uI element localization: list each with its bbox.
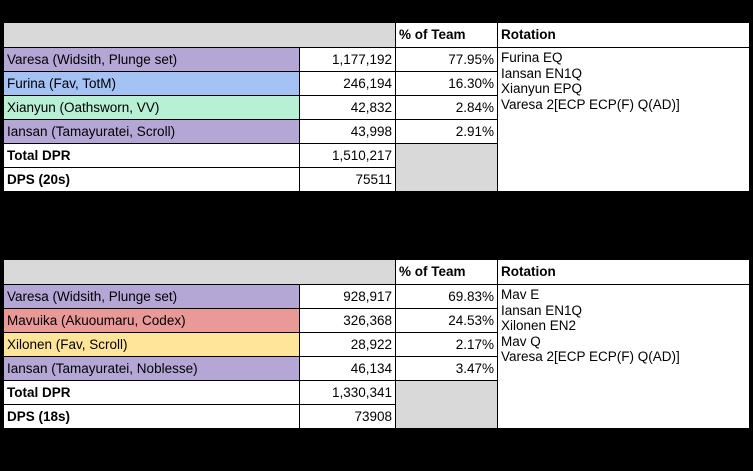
character-dpr: 28,922 <box>299 332 396 357</box>
character-dpr: 1,177,192 <box>299 47 396 72</box>
character-row: Iansan (Tamayuratei, Noblesse) 46,134 3.… <box>3 356 750 381</box>
rotation-step: Furina EQ <box>501 50 563 65</box>
dps-row: DPS (20s) 75511 <box>3 167 750 192</box>
dps-value: 75511 <box>299 167 396 192</box>
dps-row: DPS (18s) 73908 <box>3 404 750 429</box>
character-row: Furina (Fav, TotM) 246,194 16.30% <box>3 71 750 96</box>
character-dpr: 928,917 <box>299 284 396 309</box>
rotation-step: Iansan EN1Q <box>501 302 583 318</box>
character-row: Xianyun (Oathsworn, VV) 42,832 2.84% <box>3 95 750 120</box>
header-blank-cell <box>3 259 396 285</box>
character-pct: 77.95% <box>395 47 498 72</box>
character-pct: 3.47% <box>395 356 498 381</box>
character-pct: 2.17% <box>395 332 498 357</box>
character-dpr: 42,832 <box>299 95 396 120</box>
total-row: Total DPR 1,330,341 <box>3 380 750 429</box>
dps-label: DPS (20s) <box>3 167 300 192</box>
rotation-step: Varesa 2[ECP ECP(F) Q(AD)] <box>501 96 680 112</box>
header-blank-cell <box>3 22 396 48</box>
rotation-step: Varesa 2[ECP ECP(F) Q(AD)] <box>501 349 680 364</box>
character-row: Mavuika (Akuoumaru, Codex) 326,368 24.53… <box>3 308 750 333</box>
rotation-step: Iansan EN1Q <box>501 65 583 81</box>
character-name: Iansan (Tamayuratei, Noblesse) <box>3 356 300 381</box>
character-row: Iansan (Tamayuratei, Scroll) 43,998 2.91… <box>3 119 750 144</box>
rotation-step: Xianyun EPQ <box>501 81 583 96</box>
dps-label: DPS (18s) <box>3 404 300 429</box>
character-name: Furina (Fav, TotM) <box>3 71 300 96</box>
character-dpr: 326,368 <box>299 308 396 333</box>
rotation-step: Mav E <box>501 287 540 302</box>
header-pct-cell: % of Team <box>395 22 498 48</box>
character-pct: 24.53% <box>395 308 498 333</box>
rotation-step: Mav Q <box>501 333 541 349</box>
character-name: Xianyun (Oathsworn, VV) <box>3 95 300 120</box>
total-value: 1,510,217 <box>299 143 396 168</box>
character-dpr: 246,194 <box>299 71 396 96</box>
header-row: % of Team Rotation <box>3 259 750 285</box>
character-dpr: 46,134 <box>299 356 396 381</box>
team-table-2: % of Team Rotation Varesa (Widsith, Plun… <box>3 259 750 429</box>
header-rotation-cell: Rotation <box>497 259 750 285</box>
character-pct: 69.83% <box>395 284 498 309</box>
character-pct: 16.30% <box>395 71 498 96</box>
character-pct: 2.91% <box>395 119 498 144</box>
character-name: Iansan (Tamayuratei, Scroll) <box>3 119 300 144</box>
total-value: 1,330,341 <box>299 380 396 405</box>
header-row: % of Team Rotation <box>3 22 750 48</box>
character-row: Varesa (Widsith, Plunge set) 928,917 69.… <box>3 284 750 429</box>
blank-gray-cell <box>395 380 498 429</box>
character-pct: 2.84% <box>395 95 498 120</box>
character-row: Varesa (Widsith, Plunge set) 1,177,192 7… <box>3 47 750 192</box>
total-row: Total DPR 1,510,217 <box>3 143 750 192</box>
character-name: Xilonen (Fav, Scroll) <box>3 332 300 357</box>
character-name: Mavuika (Akuoumaru, Codex) <box>3 308 300 333</box>
character-name: Varesa (Widsith, Plunge set) <box>3 284 300 309</box>
team-table-1: % of Team Rotation Varesa (Widsith, Plun… <box>3 22 750 192</box>
dps-value: 73908 <box>299 404 396 429</box>
header-pct-cell: % of Team <box>395 259 498 285</box>
rotation-step: Xilonen EN2 <box>501 318 577 333</box>
total-label: Total DPR <box>3 380 300 405</box>
header-rotation-cell: Rotation <box>497 22 750 48</box>
blank-gray-cell <box>395 143 498 192</box>
character-dpr: 43,998 <box>299 119 396 144</box>
character-name: Varesa (Widsith, Plunge set) <box>3 47 300 72</box>
total-label: Total DPR <box>3 143 300 168</box>
rotation-cell: Furina EQ Iansan EN1Q Xianyun EPQ Varesa… <box>497 47 750 192</box>
rotation-cell: Mav E Iansan EN1Q Xilonen EN2 Mav Q Vare… <box>497 284 750 429</box>
